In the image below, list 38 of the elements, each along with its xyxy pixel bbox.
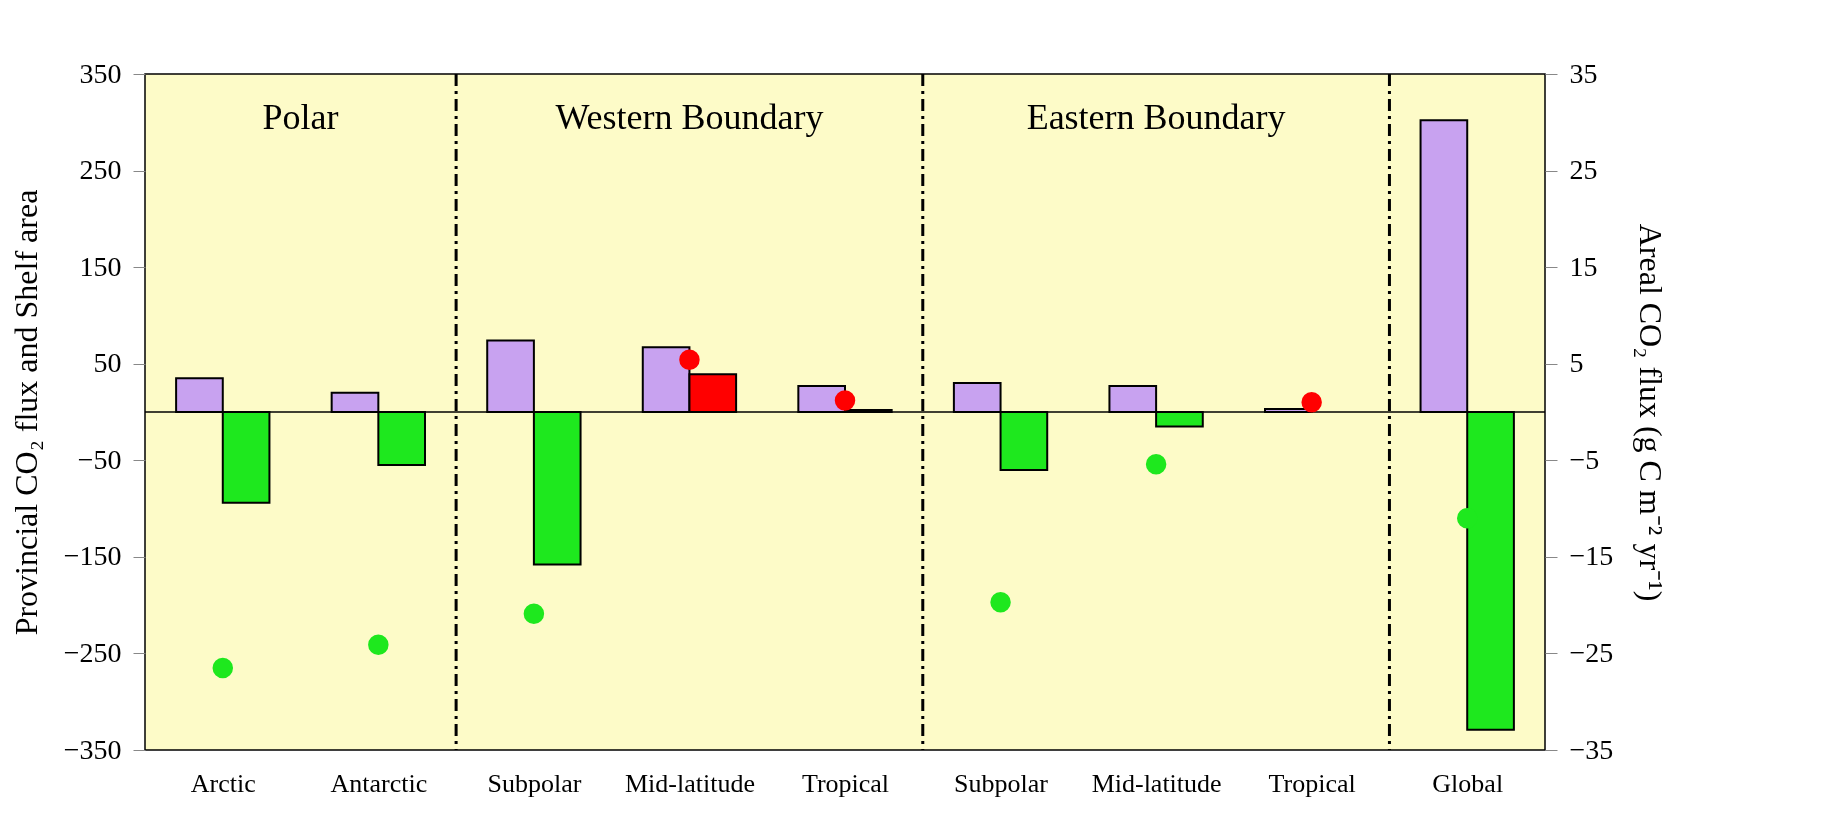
- annotation: Western Boundary: [555, 97, 824, 137]
- x-tick-label: Mid-latitude: [624, 768, 755, 798]
- y-tick-label: −250: [63, 636, 122, 668]
- y-tick-label: −350: [63, 733, 122, 765]
- x-tick-label: Subpolar: [487, 768, 582, 798]
- x-tick-label: Tropical: [801, 768, 890, 798]
- y-axis-title: Provincial CO₂ flux and Shelf area: [7, 189, 44, 636]
- point: [1301, 392, 1322, 413]
- y2-tick-label: −15: [1569, 540, 1614, 572]
- y-tick-label: 50: [93, 347, 122, 379]
- y-tick-label: −150: [63, 540, 122, 572]
- point: [990, 592, 1011, 613]
- x-tick-label: Arctic: [190, 768, 256, 798]
- y2-tick-label: −5: [1569, 443, 1600, 475]
- x-tick-label: Antarctic: [330, 768, 428, 798]
- point: [212, 657, 234, 679]
- annotation: Polar: [262, 97, 339, 137]
- point: [834, 390, 856, 411]
- x-tick-label: Subpolar: [954, 768, 1049, 798]
- y2-tick-label: −25: [1569, 636, 1614, 668]
- x-tick-label: Mid-latitude: [1091, 768, 1222, 798]
- y-tick-label: 150: [79, 250, 122, 282]
- y-tick-label: 350: [79, 57, 122, 89]
- y-tick-label: −50: [77, 443, 122, 475]
- point: [679, 349, 700, 371]
- x-tick-label: Global: [1432, 768, 1504, 798]
- x-tick-label: Tropical: [1268, 768, 1356, 798]
- y2-tick-label: −35: [1569, 733, 1614, 765]
- annotation: Eastern Boundary: [1026, 97, 1286, 137]
- y2-tick-label: 35: [1569, 57, 1598, 89]
- point: [523, 603, 545, 625]
- y-tick-label: 250: [79, 154, 122, 186]
- y2-axis-title: Areal CO₂ flux (g C m⁻² yr⁻¹): [1633, 223, 1670, 602]
- y2-tick-label: 5: [1569, 347, 1584, 379]
- y2-tick-label: 25: [1569, 154, 1598, 186]
- y2-tick-label: 15: [1569, 250, 1598, 282]
- point: [368, 634, 389, 655]
- point: [1145, 453, 1167, 475]
